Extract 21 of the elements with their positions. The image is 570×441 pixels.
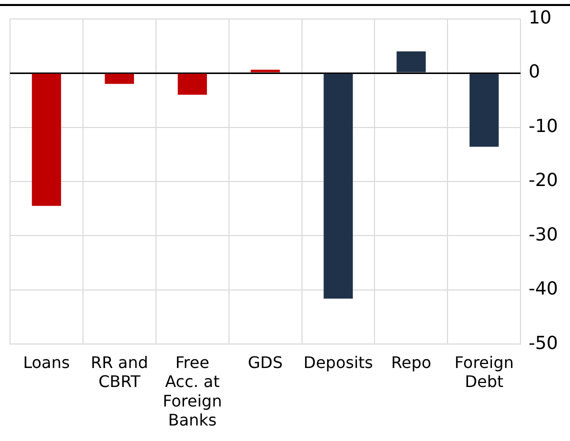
y-tick-label: -40: [528, 278, 558, 300]
bar: [178, 74, 207, 95]
y-tick-label: 0: [528, 62, 540, 83]
x-tick-label: Deposits: [303, 352, 373, 372]
bar: [396, 51, 426, 72]
x-tick-label: Free Acc. at Foreign Banks: [162, 352, 222, 430]
y-tick-label: -30: [528, 224, 558, 246]
x-tick-label: Foreign Debt: [454, 352, 514, 392]
y-tick-label: -20: [528, 170, 558, 192]
bar: [32, 74, 62, 206]
y-tick-label: 10: [528, 7, 552, 28]
x-tick-label: Loans: [23, 352, 70, 372]
y-tick-label: -50: [528, 332, 558, 354]
bar: [104, 74, 134, 84]
x-tick-label: RR and CBRT: [90, 352, 148, 392]
y-tick-label: -10: [528, 116, 558, 137]
x-tick-label: GDS: [248, 352, 283, 372]
x-tick-label: Repo: [391, 352, 432, 372]
bar: [324, 74, 353, 299]
bar: [250, 70, 280, 72]
bar: [470, 74, 499, 147]
